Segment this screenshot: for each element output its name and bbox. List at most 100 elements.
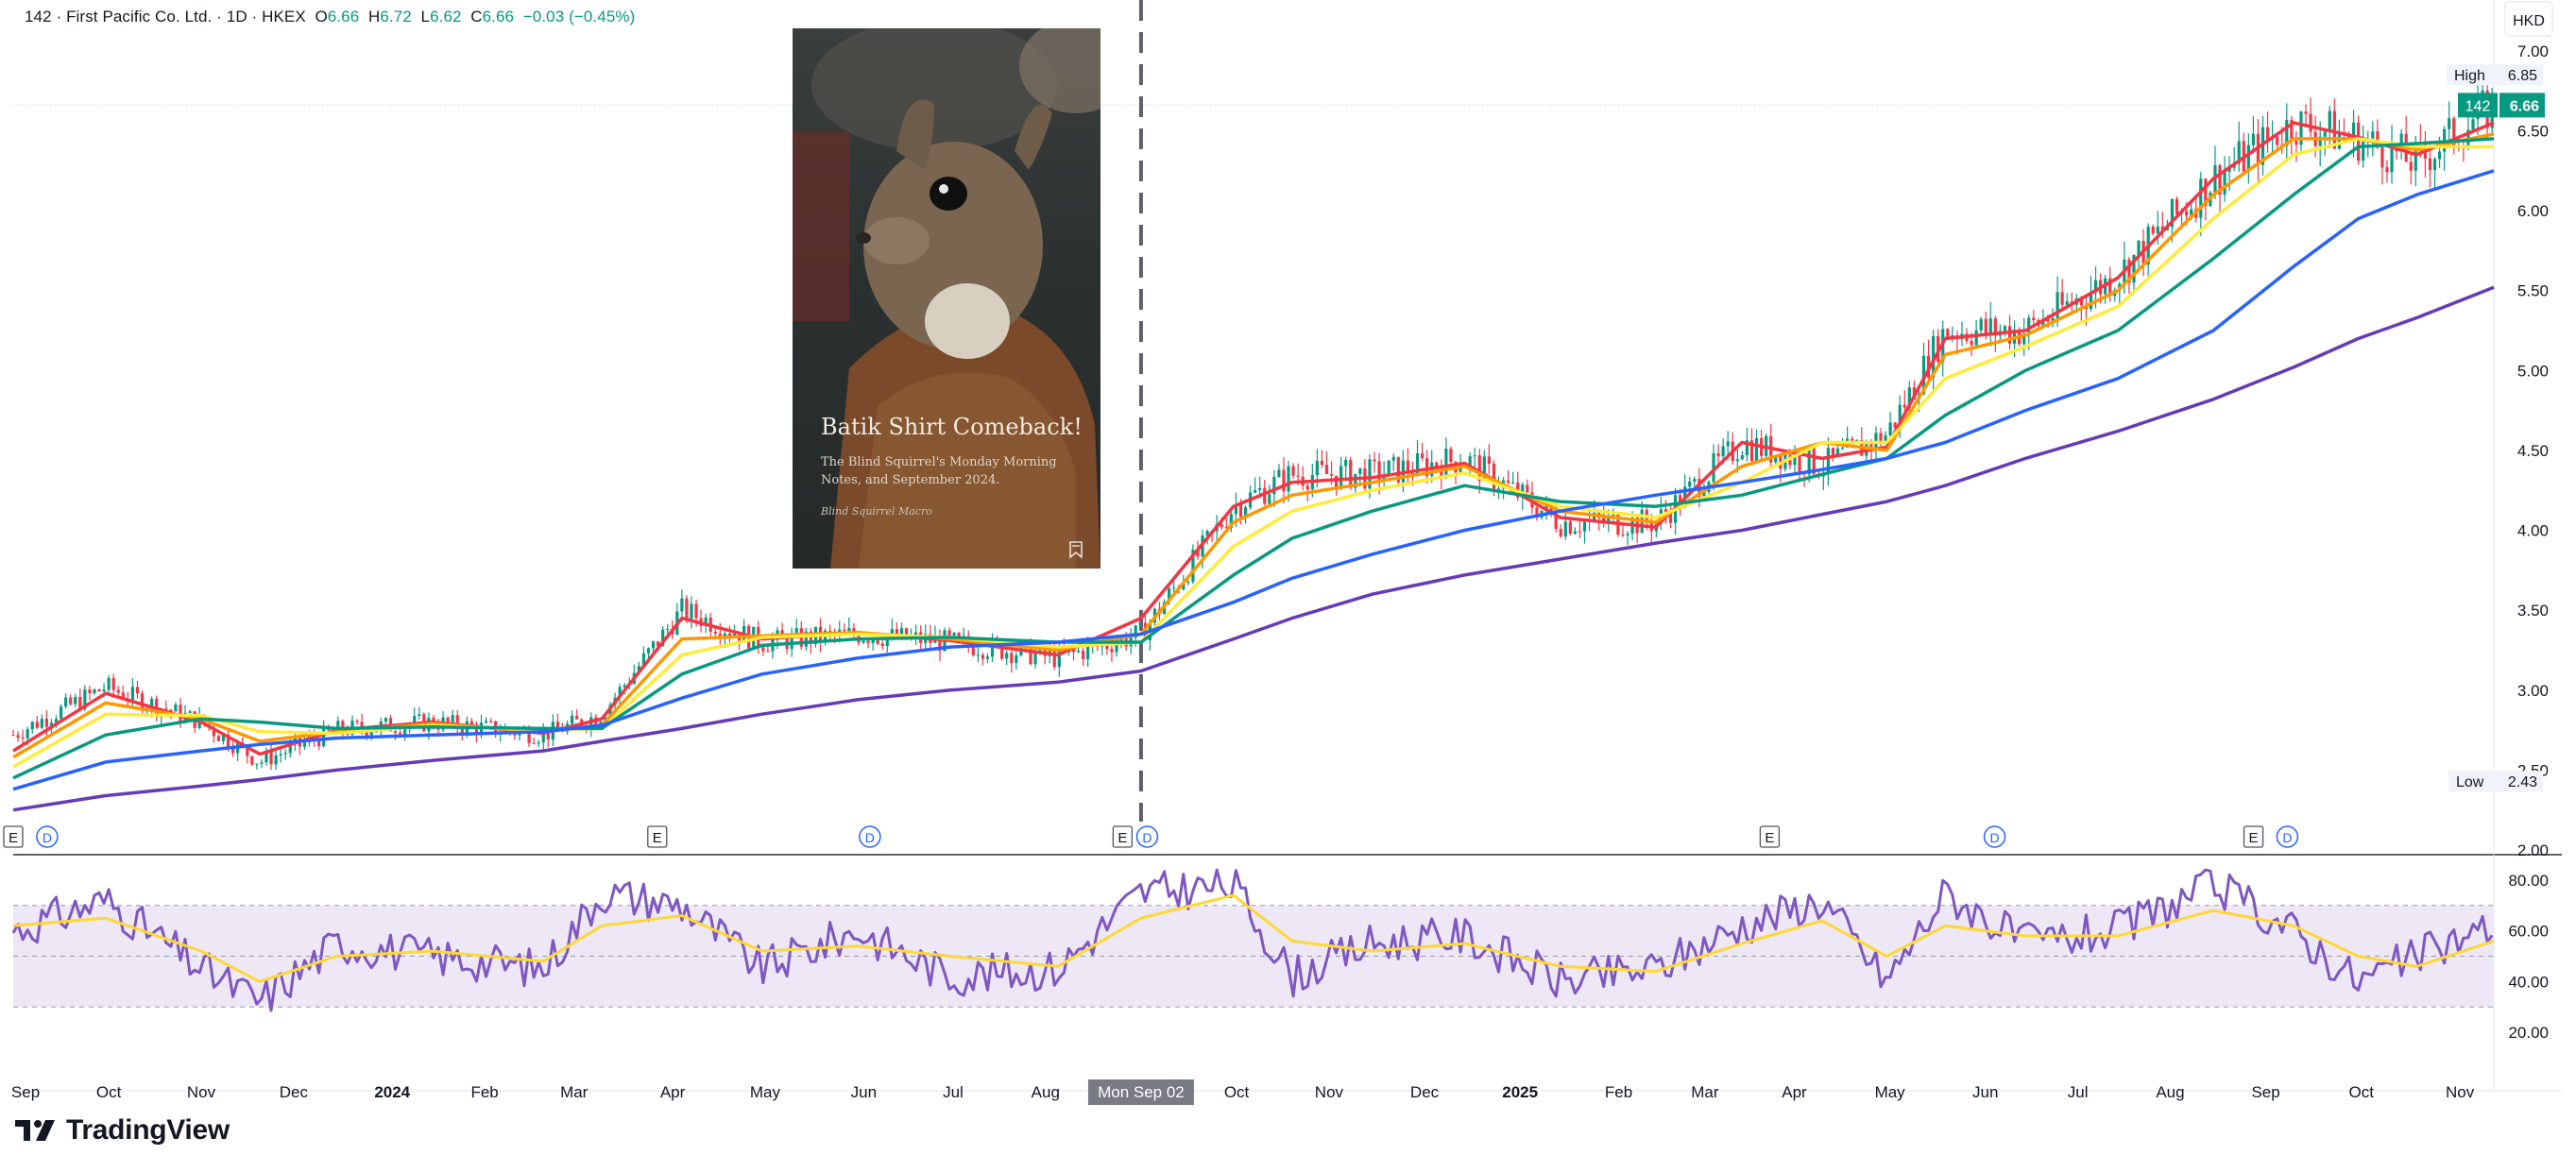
tradingview-logo[interactable]: TradingView [15, 1114, 230, 1147]
candle-body [2376, 131, 2380, 148]
candle-body [54, 719, 59, 723]
candle-body [885, 636, 889, 647]
candle-body [1573, 531, 1578, 535]
candle-body [880, 643, 884, 647]
candle-body [1138, 622, 1142, 626]
candle-body [1468, 456, 1472, 466]
earnings-marker[interactable] [647, 825, 668, 848]
dividend-marker-label: D [865, 830, 875, 845]
time-axis-tick: Nov [187, 1083, 216, 1101]
candle-body [694, 603, 698, 619]
dividend-marker-label: D [43, 830, 52, 845]
candle-body [2156, 226, 2159, 234]
candle-body [2223, 171, 2226, 195]
candle-body [1258, 487, 1262, 491]
candle-body [460, 728, 464, 734]
earnings-marker[interactable] [2243, 825, 2264, 848]
crosshair-date-bg [1087, 1079, 1194, 1105]
dividend-marker-label: D [2282, 830, 2292, 845]
candle-body [1507, 480, 1510, 484]
candle-body [135, 687, 140, 694]
candle-body [1057, 648, 1061, 668]
time-axis-tick: Nov [1315, 1083, 1344, 1101]
candle-body [2246, 144, 2250, 172]
candle-body [1229, 514, 1233, 528]
candle-body [2060, 292, 2064, 305]
earnings-marker[interactable] [1112, 825, 1134, 848]
candle-body [1879, 433, 1883, 444]
dividend-marker[interactable] [1983, 825, 2006, 848]
candle-body [981, 654, 985, 659]
candle-body [1354, 473, 1357, 488]
symbol-line: 142 · First Pacific Co. Ltd. · 1D · HKEX [25, 8, 306, 25]
candle-body [1435, 462, 1439, 468]
high-tag-value: 6.85 [2508, 68, 2537, 84]
time-axis-tick: Sep [2251, 1083, 2279, 1101]
candle-body [2160, 226, 2164, 230]
candle-body [828, 630, 832, 632]
candle-body [690, 603, 693, 620]
dividend-marker[interactable] [859, 825, 881, 848]
candle-body [2380, 147, 2384, 168]
candle-body [1898, 404, 1902, 428]
ema_purple-line [12, 285, 2495, 812]
candle-body [1477, 455, 1481, 482]
currency-label: HKD [2513, 13, 2545, 29]
candle-body [555, 722, 560, 729]
candle-body [546, 731, 550, 740]
candle-body [2471, 119, 2475, 130]
candle-body [847, 627, 851, 631]
candle-body [804, 631, 808, 647]
candle-body [1052, 651, 1056, 668]
candle-body [537, 742, 540, 744]
dividend-marker[interactable] [1135, 825, 1159, 848]
price-axis-tick: 2.00 [2517, 841, 2549, 859]
currency-button[interactable] [2504, 1, 2553, 37]
time-axis-tick: Jun [1972, 1083, 1998, 1101]
candle-body [1932, 335, 1936, 379]
candle-body [723, 633, 726, 638]
candle-body [2309, 113, 2312, 132]
candle-body [226, 735, 230, 749]
earnings-marker[interactable] [1759, 825, 1781, 848]
low-value: 6.62 [430, 8, 462, 25]
dividend-marker[interactable] [2276, 825, 2299, 848]
candle-body [107, 678, 111, 690]
candle-body [317, 740, 321, 747]
candle-body [403, 727, 407, 735]
time-axis-tick: 2024 [374, 1083, 410, 1101]
high-tag-bg [2447, 64, 2543, 86]
thumbnail-title: Batik Shirt Comeback! [821, 414, 1083, 440]
candle-body [1688, 481, 1692, 487]
candle-body [1693, 479, 1697, 482]
idea-thumbnail[interactable]: Batik Shirt Comeback! The Blind Squirrel… [793, 28, 1100, 569]
candle-body [1282, 469, 1286, 492]
dividend-marker[interactable] [36, 825, 59, 848]
candle-body [641, 653, 646, 667]
candle-body [1296, 475, 1300, 477]
candle-body [365, 729, 368, 737]
candle-body [2337, 132, 2342, 149]
price-axis-tick: 4.00 [2517, 522, 2549, 540]
candle-body [2399, 133, 2403, 152]
time-axis-tick: Oct [96, 1083, 122, 1101]
last-price-tag-bg [2499, 93, 2545, 118]
earnings-marker[interactable] [3, 825, 24, 848]
price-axis-tick: 3.00 [2517, 682, 2549, 700]
ema_orange-line [12, 132, 2495, 759]
price-axis-tick: 6.50 [2517, 122, 2549, 140]
candle-body [2328, 110, 2331, 132]
bookmark-icon[interactable] [1066, 540, 1085, 559]
candle-body [1396, 456, 1400, 483]
candle-body [2285, 119, 2289, 146]
candle-body [1607, 516, 1611, 524]
candle-body [1082, 650, 1085, 660]
price-axis-tick: 7.00 [2517, 42, 2549, 60]
candle-body [1582, 521, 1587, 532]
candle-body [59, 706, 63, 720]
candle-body [1168, 588, 1171, 603]
candle-body [1377, 461, 1381, 482]
candle-body [1745, 440, 1749, 456]
